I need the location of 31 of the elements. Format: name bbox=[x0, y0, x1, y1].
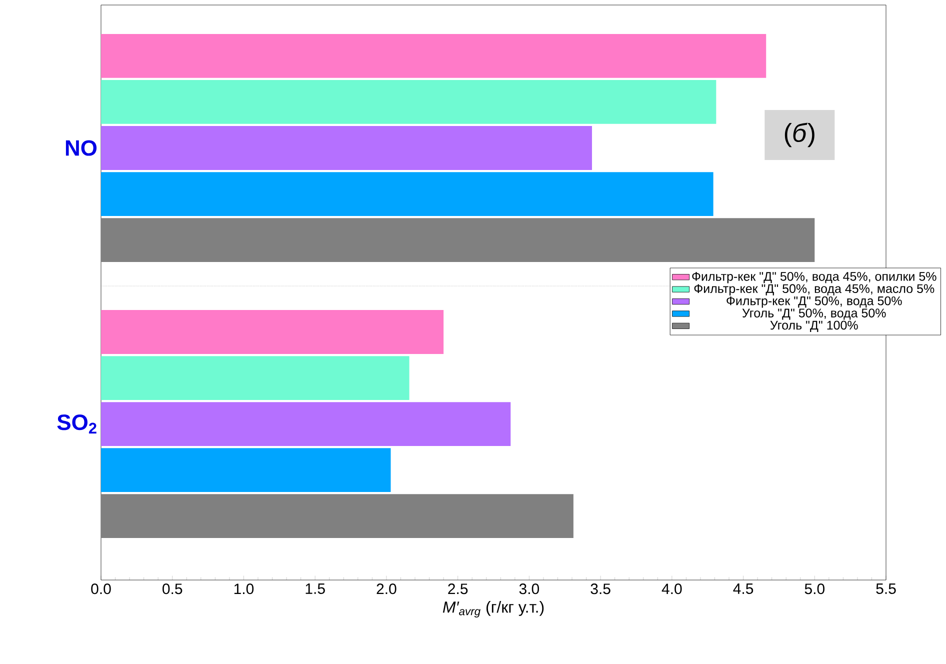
legend-label: Фильтр-кек "Д" 50%, вода 45%, масло 5% bbox=[694, 284, 934, 296]
legend-label: Фильтр-кек "Д" 50%, вода 45%, опилки 5% bbox=[692, 272, 936, 284]
x-tick-label: 0.5 bbox=[162, 584, 182, 594]
y-tick-label: SO$_{2}$ bbox=[57, 414, 96, 434]
text: M′$_{avrg}$ (г/кг у.т.) bbox=[442, 600, 544, 618]
bar bbox=[101, 172, 714, 216]
x-tick-label: 0.0 bbox=[91, 584, 111, 594]
x-tick-label: 4.5 bbox=[733, 584, 754, 594]
bar bbox=[101, 34, 766, 78]
y-tick-label: NO bbox=[66, 140, 97, 156]
bar bbox=[101, 218, 815, 262]
bar bbox=[101, 402, 511, 446]
x-tick-label: 3.5 bbox=[590, 584, 610, 594]
annotation: (б) bbox=[784, 122, 814, 148]
bar bbox=[101, 356, 410, 400]
bar bbox=[101, 494, 574, 538]
text: Фильтр-кек "Д" 50%, вода 50% bbox=[726, 296, 902, 308]
bar bbox=[101, 126, 592, 170]
bar bbox=[101, 80, 716, 124]
x-tick-label: 3.0 bbox=[519, 584, 540, 594]
bar bbox=[101, 448, 391, 492]
x-tick-label: 4.0 bbox=[662, 584, 682, 594]
x-tick-label: 2.0 bbox=[376, 584, 396, 594]
x-tick-label: 5.5 bbox=[876, 584, 896, 594]
x-tick-label: 2.5 bbox=[448, 584, 468, 594]
text: Уголь "Д" 100% bbox=[770, 320, 858, 332]
bar bbox=[101, 310, 444, 354]
x-tick-label: 1.0 bbox=[234, 584, 254, 594]
x-tick-label: 5.0 bbox=[804, 584, 824, 594]
text: Уголь "Д" 50%, вода 50% bbox=[742, 308, 886, 320]
x-tick-label: 1.5 bbox=[306, 584, 325, 594]
